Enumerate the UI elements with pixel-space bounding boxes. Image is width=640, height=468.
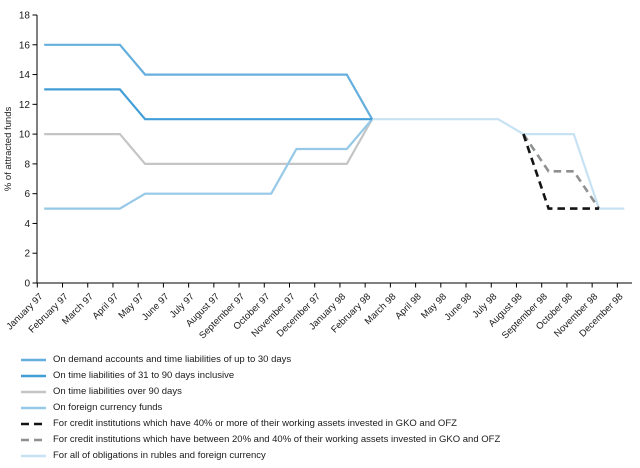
legend-swatch-line-icon [21,374,46,378]
series-line-0 [44,43,374,120]
legend-item: For all of obligations in rubles and for… [21,448,636,464]
y-tick-label: 2 [24,249,30,260]
x-tick-label: June 98 [442,291,474,323]
y-tick-label: 8 [24,159,30,170]
y-axis-title: % of attracted funds [3,107,14,192]
y-tick-label: 14 [19,70,31,81]
y-tick-label: 4 [24,219,30,230]
series-line-2 [44,118,374,165]
legend-item: On foreign currency funds [21,400,636,416]
legend-item: On time liabilities over 90 days [21,384,636,400]
legend-item: For credit institutions which have betwe… [21,432,636,448]
series-line-1 [44,88,373,121]
legend-label: For credit institutions which have 40% o… [53,418,457,429]
x-tick-label: June 97 [140,291,172,323]
legend-label: On time liabilities over 90 days [53,386,182,397]
legend-label: On demand accounts and time liabilities … [53,354,292,365]
legend-swatch-line-icon [21,358,46,362]
series-line-3 [44,118,373,210]
legend-label: For all of obligations in rubles and for… [53,450,266,461]
legend-swatch-line-icon [21,454,46,458]
y-tick-label: 18 [19,11,31,22]
y-tick-label: 10 [19,130,31,141]
legend-swatch-dashed-icon [21,438,46,442]
legend-label: On time liabilities of 31 to 90 days inc… [53,370,235,381]
series-line-4 [522,133,599,210]
x-tick-label: April 97 [91,291,122,322]
legend-item: On demand accounts and time liabilities … [21,352,636,368]
chart-legend: On demand accounts and time liabilities … [21,352,636,464]
series-line-5 [522,133,601,210]
y-tick-label: 6 [24,189,30,200]
legend-swatch-line-icon [21,406,46,410]
legend-swatch-dashed-icon [21,422,46,426]
legend-item: For credit institutions which have 40% o… [21,416,636,432]
legend-swatch-line-icon [21,390,46,394]
legend-item: On time liabilities of 31 to 90 days inc… [21,368,636,384]
series-line-6 [372,118,625,210]
x-tick-label: April 98 [393,291,424,322]
legend-label: For credit institutions which have betwe… [53,434,501,445]
legend-label: On foreign currency funds [53,402,163,413]
y-tick-label: 16 [19,40,31,51]
y-tick-label: 0 [24,279,30,290]
y-tick-label: 12 [19,100,31,111]
